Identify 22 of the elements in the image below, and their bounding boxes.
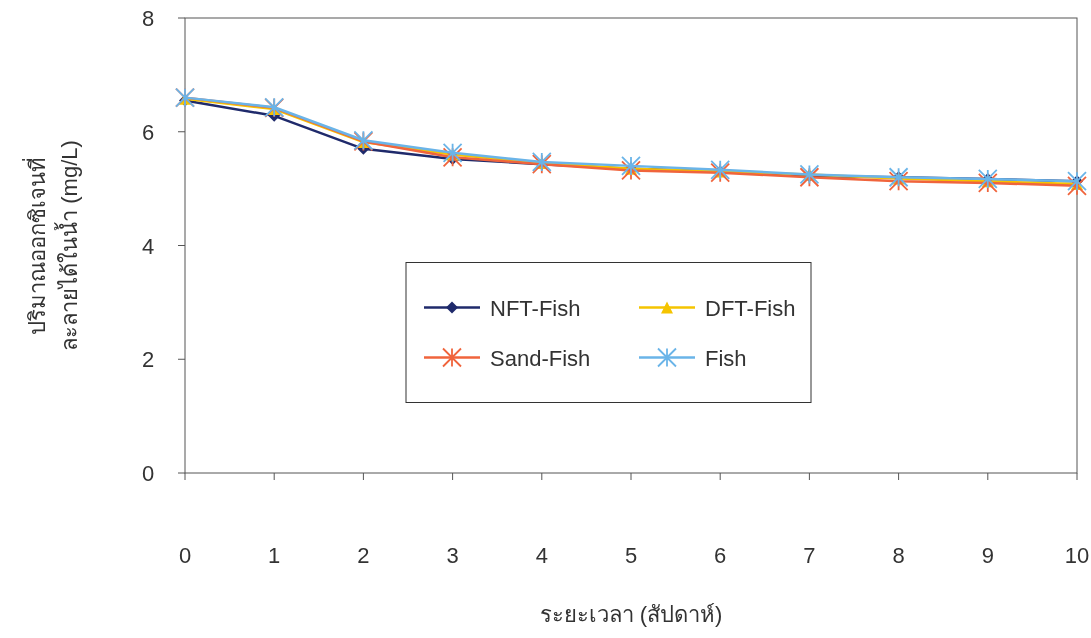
legend-label: Sand-Fish	[490, 345, 591, 371]
y-tick-label: 0	[141, 461, 155, 486]
y-tick-label: 6	[141, 119, 155, 145]
x-tick-label: 1	[268, 543, 281, 568]
x-tick-label: 9	[981, 543, 994, 568]
y-tick-label: 4	[141, 233, 155, 259]
x-tick-label: 4	[535, 543, 548, 568]
x-tick-label: 3	[446, 543, 459, 568]
x-axis-title: ระยะเวลา (สัปดาห์)	[539, 602, 723, 627]
x-tick-label: 6	[714, 543, 727, 568]
x-tick-label: 8	[892, 543, 905, 568]
legend-label: DFT-Fish	[705, 295, 796, 321]
x-tick-label: 5	[624, 543, 638, 568]
y-tick-label: 8	[141, 6, 155, 31]
y-axis-title: ปริมาณออกซิเจนที่ ละลายได้ในน้ำ (mg/L)	[22, 140, 82, 351]
y-tick-label: 2	[141, 347, 155, 373]
x-tick-label: 0	[178, 543, 192, 568]
legend-label: NFT-Fish	[490, 295, 581, 321]
x-tick-label: 7	[803, 543, 816, 568]
x-tick-label: 10	[1064, 543, 1090, 568]
legend-label: Fish	[705, 345, 747, 371]
x-tick-label: 2	[357, 543, 370, 568]
